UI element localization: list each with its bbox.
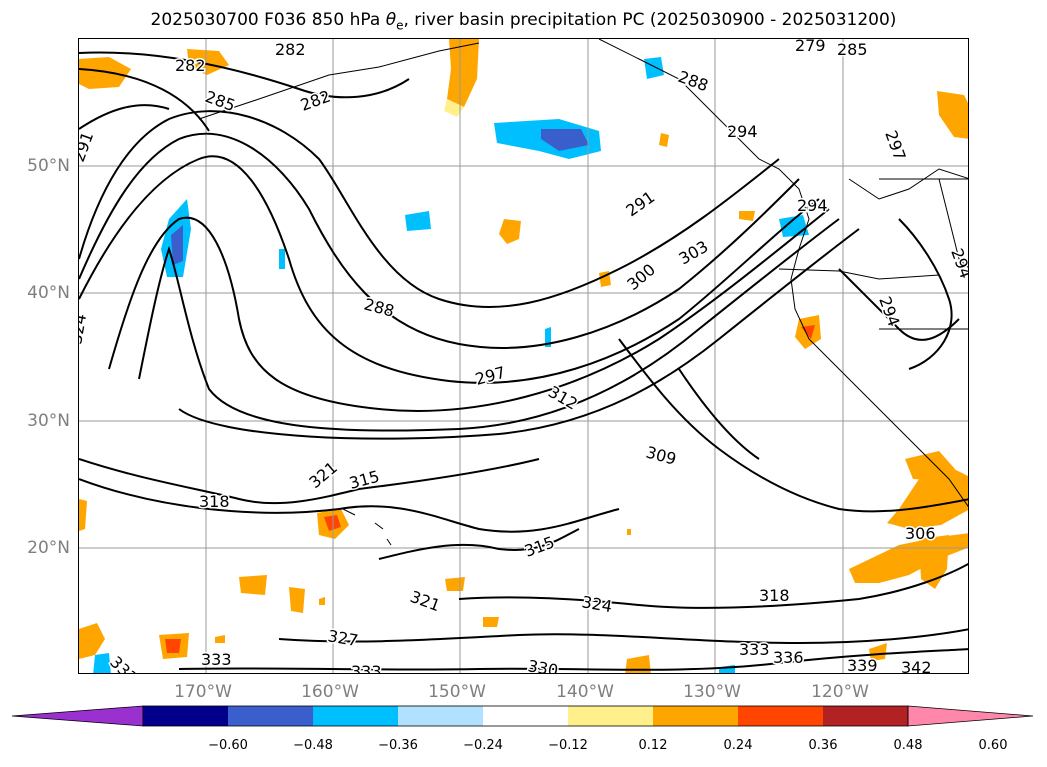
lat-label: 20°N	[27, 538, 70, 558]
contour-label: 306	[905, 524, 936, 543]
lon-label: 120°W	[811, 682, 869, 702]
lat-lon-grid	[79, 39, 968, 673]
contour-label: 294	[947, 246, 969, 281]
map-title: 2025030700 F036 850 hPa θe, river basin …	[150, 10, 897, 33]
colorbar-segment	[313, 706, 398, 726]
contour-label: 291	[79, 129, 97, 164]
colorbar-tick-label: −0.60	[208, 738, 248, 753]
colorbar-tick-label: 0.60	[978, 738, 1008, 753]
colorbar-arrow-low	[11, 705, 144, 727]
colorbar-tick-label: 0.12	[638, 738, 668, 753]
lat-label: 30°N	[27, 411, 70, 431]
lat-label: 50°N	[27, 156, 70, 176]
colorbar-outline	[142, 705, 909, 727]
colorbar-tick-label: 0.24	[723, 738, 753, 753]
colorbar-segment	[738, 706, 823, 726]
contour-label: 318	[199, 492, 230, 511]
contour-label: 294	[797, 196, 828, 215]
lat-label: 40°N	[27, 283, 70, 303]
contour-label: 318	[759, 586, 790, 605]
colorbar-segment	[398, 706, 483, 726]
contour-label: 315	[347, 467, 381, 493]
lon-label: 140°W	[556, 682, 614, 702]
contour-label: 297	[473, 363, 507, 389]
contour-label: 324	[580, 592, 613, 616]
contour-label: 333	[106, 652, 141, 674]
lon-label: 130°W	[683, 682, 741, 702]
precipitation-shading	[79, 39, 968, 673]
contour-label: 330	[526, 656, 559, 674]
colorbar-tick-label: −0.36	[378, 738, 418, 753]
contour-label: 282	[275, 40, 306, 59]
colorbar-tick-label: −0.12	[548, 738, 588, 753]
lon-label: 160°W	[301, 682, 359, 702]
contour-label: 333	[201, 650, 232, 669]
contour-label: 336	[773, 648, 804, 667]
lon-label: 170°W	[174, 682, 232, 702]
contour-label: 333	[351, 662, 382, 674]
coastlines	[198, 39, 968, 546]
colorbar-segment	[653, 706, 738, 726]
contour-label: 321	[305, 458, 341, 492]
colorbar-tick-label: −0.48	[293, 738, 333, 753]
contour-label: 282	[175, 56, 206, 75]
colorbar-tick-label: −0.24	[463, 738, 503, 753]
contour-label: 279	[795, 39, 826, 55]
contour-label: 342	[901, 658, 932, 674]
contour-label: 315	[522, 532, 557, 560]
contour-label: 294	[875, 294, 903, 329]
contour-label: 285	[837, 40, 868, 59]
contour-label: 291	[622, 187, 658, 220]
contour-label: 297	[881, 128, 909, 163]
contour-label: 309	[644, 443, 678, 469]
theta-e-contours	[79, 51, 968, 671]
colorbar-segment	[143, 706, 228, 726]
map-panel: 282 285 282 282 291 288 294 297 291 303 300 294 294 2…	[78, 38, 969, 674]
contour-label: 288	[676, 67, 711, 95]
contour-label: 324	[79, 312, 90, 345]
lon-label: 150°W	[428, 682, 486, 702]
colorbar-arrow-high	[907, 705, 1034, 727]
contour-label: 321	[408, 587, 443, 615]
contour-label: 339	[847, 656, 878, 674]
contour-label: 294	[727, 122, 758, 141]
colorbar	[11, 705, 1034, 727]
colorbar-segment	[568, 706, 653, 726]
contour-label: 333	[739, 640, 770, 659]
contour-label: 303	[676, 237, 712, 269]
colorbar-segment	[228, 706, 313, 726]
colorbar-segment	[483, 706, 568, 726]
colorbar-segment	[823, 706, 908, 726]
contour-label: 327	[326, 626, 359, 650]
contour-label: 330	[527, 670, 558, 674]
contour-label: 288	[362, 295, 396, 321]
colorbar-tick-label: 0.36	[808, 738, 838, 753]
colorbar-tick-label: 0.48	[893, 738, 923, 753]
